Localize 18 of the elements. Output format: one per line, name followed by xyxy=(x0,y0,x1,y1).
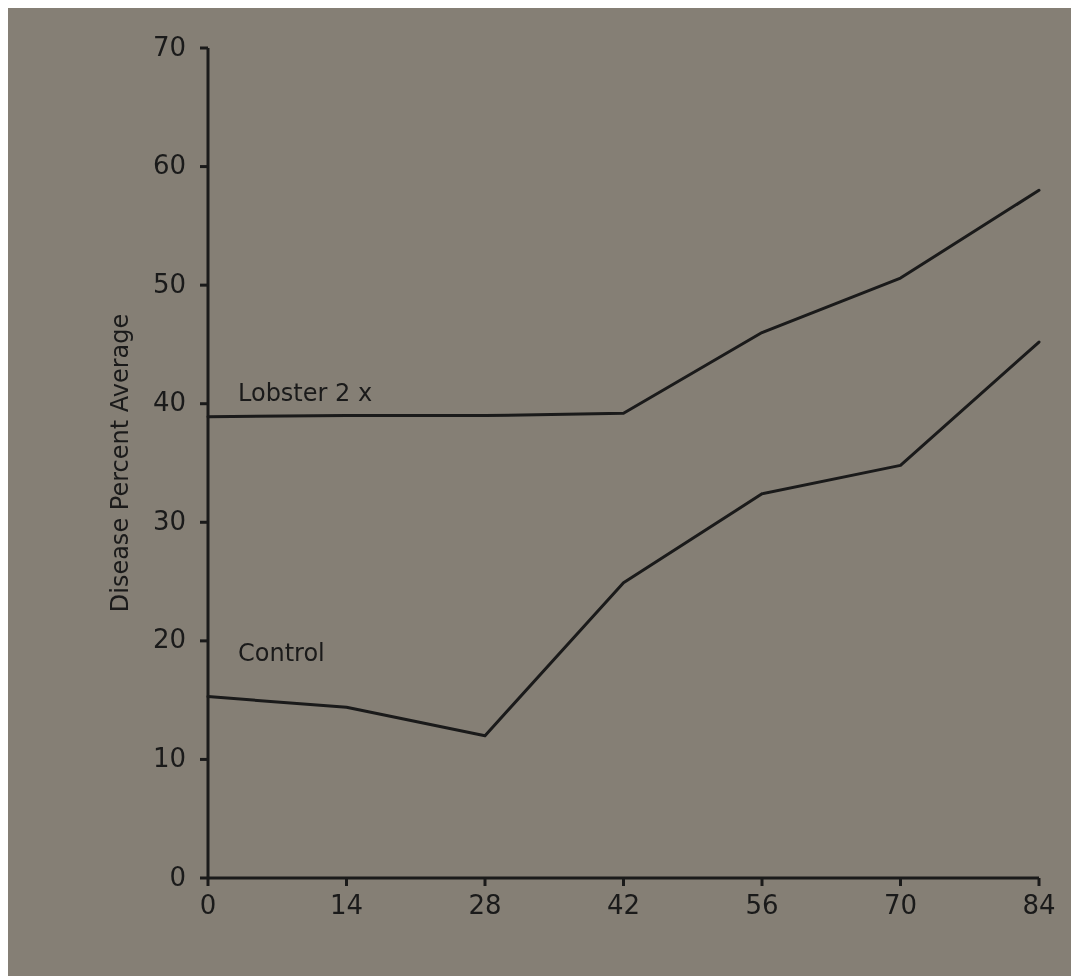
x-tick-label: 14 xyxy=(329,890,364,920)
y-tick-label: 50 xyxy=(152,268,186,299)
x-tick-label: 28 xyxy=(468,890,502,920)
x-tick-label: 56 xyxy=(745,890,779,920)
y-tick-label: 40 xyxy=(152,387,186,418)
x-tick-label: 84 xyxy=(1022,890,1056,920)
y-tick-label: 0 xyxy=(169,861,186,892)
series-label: Control xyxy=(238,638,325,667)
x-tick-label: 42 xyxy=(606,890,641,920)
y-tick-label: 60 xyxy=(152,150,186,181)
x-tick-label: 70 xyxy=(883,890,918,920)
y-tick-label: 30 xyxy=(152,505,186,536)
y-tick-label: 20 xyxy=(152,624,186,655)
x-tick-label: 0 xyxy=(199,890,217,920)
y-tick-label: 70 xyxy=(152,31,186,62)
series-label: Lobster 2 x xyxy=(238,378,373,407)
y-tick-label: 10 xyxy=(152,742,186,773)
y-axis-title: Disease Percent Average xyxy=(106,313,134,613)
